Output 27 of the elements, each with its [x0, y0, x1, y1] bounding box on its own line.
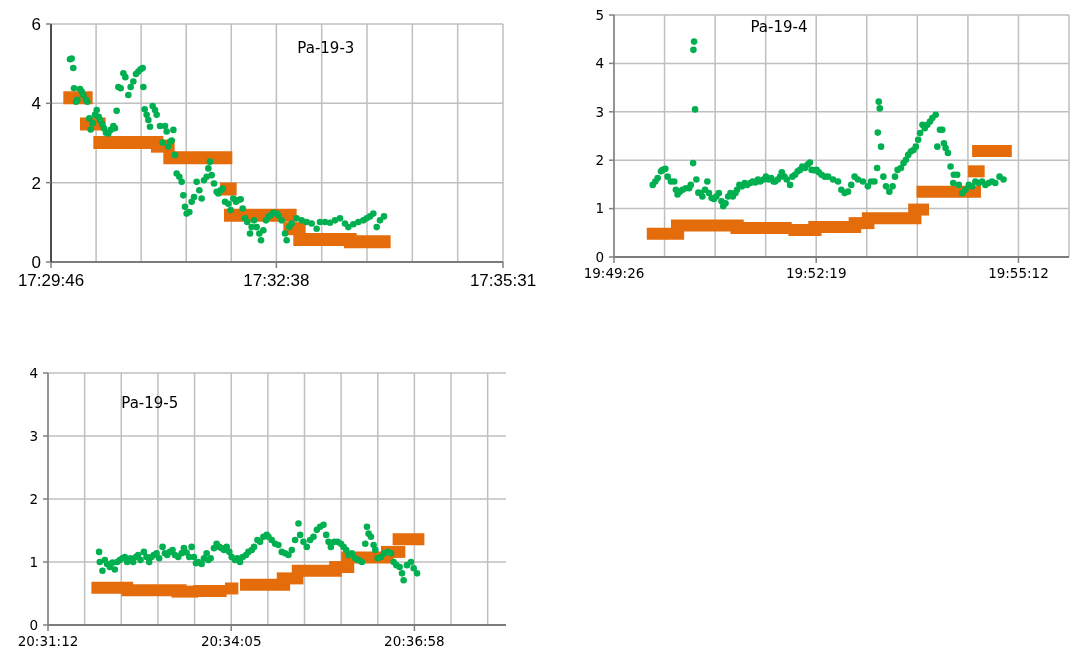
y-tick-label: 4 — [29, 364, 38, 381]
y-tick-label: 5 — [595, 6, 604, 23]
y-tick-label: 2 — [31, 173, 41, 193]
x-tick-label: 17:32:38 — [243, 270, 310, 290]
y-tick-label: 6 — [31, 14, 41, 34]
y-tick-label: 3 — [29, 427, 38, 444]
y-tick-label: 0 — [31, 252, 41, 272]
y-tick-label: 0 — [29, 616, 38, 633]
y-tick-label: 3 — [595, 103, 604, 120]
x-tick-label: 17:29:46 — [17, 270, 85, 290]
y-tick-label: 4 — [595, 55, 604, 72]
x-tick-label: 20:34:05 — [200, 632, 262, 649]
y-tick-label: 4 — [31, 94, 41, 114]
y-tick-label: 2 — [595, 151, 604, 168]
annotation: Pa-19-5 — [121, 394, 179, 413]
annotation: Pa-19-3 — [297, 38, 355, 57]
x-tick-label: 19:55:12 — [988, 264, 1049, 281]
y-tick-label: 2 — [29, 490, 38, 507]
annotation: Pa-19-4 — [750, 17, 808, 36]
x-tick-label: 19:49:26 — [583, 264, 645, 281]
y-tick-label: 1 — [29, 553, 38, 570]
x-tick-label: 17:35:31 — [469, 270, 537, 290]
x-tick-label: 20:36:58 — [384, 632, 445, 649]
x-tick-label: 20:31:12 — [17, 632, 79, 649]
y-tick-label: 1 — [595, 200, 604, 217]
x-tick-label: 19:52:19 — [785, 264, 847, 281]
y-tick-label: 0 — [595, 248, 604, 265]
